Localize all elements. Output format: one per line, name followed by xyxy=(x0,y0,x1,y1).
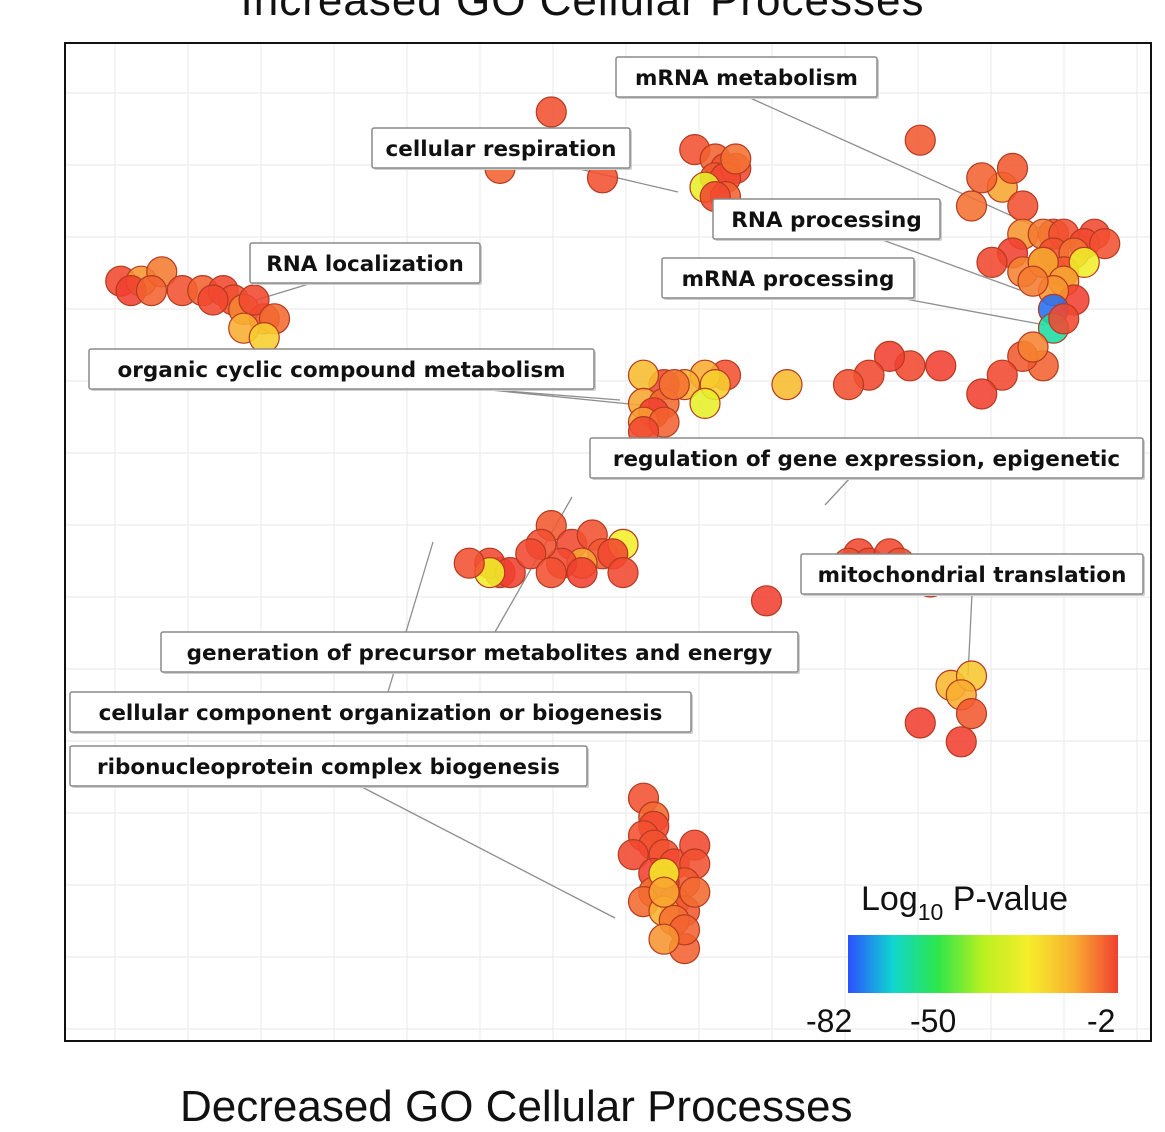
data-point xyxy=(453,547,485,579)
legend-tick-max: -2 xyxy=(1087,1003,1115,1039)
label-component-organization: cellular component organization or bioge… xyxy=(69,691,693,734)
label-text: RNA localization xyxy=(266,252,464,277)
leader-line-mrna-processing xyxy=(899,297,1046,326)
label-text: mRNA metabolism xyxy=(635,66,858,91)
data-point xyxy=(535,556,567,589)
data-point xyxy=(515,538,547,570)
label-cellular-respiration: cellular respiration xyxy=(371,127,632,170)
data-point xyxy=(945,726,977,758)
data-point xyxy=(679,876,711,908)
data-point xyxy=(1017,265,1049,297)
label-box xyxy=(69,691,692,733)
data-point xyxy=(658,369,690,401)
label-mrna-processing: mRNA processing xyxy=(661,257,916,300)
label-box xyxy=(69,745,588,787)
data-point xyxy=(535,96,567,128)
color-legend: Log10 P-value -82 -50 -2 xyxy=(806,880,1118,1039)
label-precursor-metabolites: generation of precursor metabolites and … xyxy=(160,631,800,674)
legend-tick-min: -82 xyxy=(806,1003,852,1039)
label-text: regulation of gene expression, epigeneti… xyxy=(613,447,1120,472)
legend-tick-mid: -50 xyxy=(910,1003,956,1039)
data-point xyxy=(955,190,988,222)
label-regulation-epigenetic: regulation of gene expression, epigeneti… xyxy=(589,437,1145,480)
data-point xyxy=(1048,303,1080,335)
label-box xyxy=(712,198,941,240)
label-box xyxy=(88,348,595,390)
data-point xyxy=(976,246,1008,278)
label-text: cellular respiration xyxy=(386,137,617,162)
label-text: ribonucleoprotein complex biogenesis xyxy=(97,755,560,780)
leader-line-rna-processing xyxy=(879,238,1021,291)
leader-line-regulation-epigenetic xyxy=(824,477,851,506)
data-point xyxy=(648,876,680,908)
label-text: cellular component organization or bioge… xyxy=(99,701,663,726)
cluster-labels: mRNA metabolism cellular respiration RNA p… xyxy=(69,56,1145,788)
data-point xyxy=(832,369,865,401)
data-point xyxy=(904,124,936,156)
label-organic-cyclic: organic cyclic compound metabolism xyxy=(88,348,596,391)
plot-frame xyxy=(64,42,1152,1042)
label-text: mitochondrial translation xyxy=(818,563,1127,588)
label-box xyxy=(371,127,631,169)
label-rna-processing: RNA processing xyxy=(712,198,942,241)
data-point xyxy=(566,556,598,589)
data-points xyxy=(105,96,1121,965)
leader-line-mrna-metabolism xyxy=(747,96,1044,231)
data-point xyxy=(771,369,803,401)
data-point xyxy=(135,275,168,307)
label-text: organic cyclic compound metabolism xyxy=(117,358,565,383)
label-box xyxy=(589,437,1144,479)
data-point xyxy=(197,284,229,316)
data-point xyxy=(750,585,783,617)
data-point xyxy=(248,322,280,354)
label-ribonucleoprotein: ribonucleoprotein complex biogenesis xyxy=(69,745,589,788)
data-point xyxy=(966,378,998,410)
label-text: generation of precursor metabolites and … xyxy=(187,641,773,666)
leader-line-ribonucleoprotein xyxy=(359,785,616,919)
data-point xyxy=(873,340,906,372)
legend-gradient-bar xyxy=(848,935,1118,993)
data-point xyxy=(955,697,988,730)
label-mito-translation: mitochondrial translation xyxy=(800,553,1145,596)
data-point xyxy=(607,556,639,589)
label-box xyxy=(661,257,915,299)
data-point xyxy=(904,707,936,739)
data-point xyxy=(648,923,680,955)
label-mrna-metabolism: mRNA metabolism xyxy=(615,56,879,99)
chart-title: Increased GO Cellular Processes xyxy=(240,0,925,25)
label-box xyxy=(249,242,481,284)
next-chart-title: Decreased GO Cellular Processes xyxy=(180,1082,853,1131)
label-box xyxy=(160,631,799,673)
data-point xyxy=(720,143,752,175)
label-box xyxy=(800,553,1144,595)
data-point xyxy=(1017,331,1049,363)
label-text: mRNA processing xyxy=(682,267,895,292)
data-point xyxy=(966,162,998,194)
legend-title: Log10 P-value xyxy=(861,880,1068,925)
label-rna-localization: RNA localization xyxy=(249,242,482,285)
data-point xyxy=(617,838,649,871)
data-point xyxy=(996,152,1029,184)
data-point xyxy=(1089,228,1121,260)
scatter-plot: mRNA metabolism cellular respiration RNA p… xyxy=(64,42,1152,1042)
data-point xyxy=(986,359,1018,391)
data-point xyxy=(689,387,721,419)
data-point xyxy=(627,359,660,391)
label-text: RNA processing xyxy=(731,208,921,233)
data-point xyxy=(1007,190,1039,222)
data-point xyxy=(1068,246,1100,278)
data-point xyxy=(925,350,957,382)
label-box xyxy=(615,56,878,98)
